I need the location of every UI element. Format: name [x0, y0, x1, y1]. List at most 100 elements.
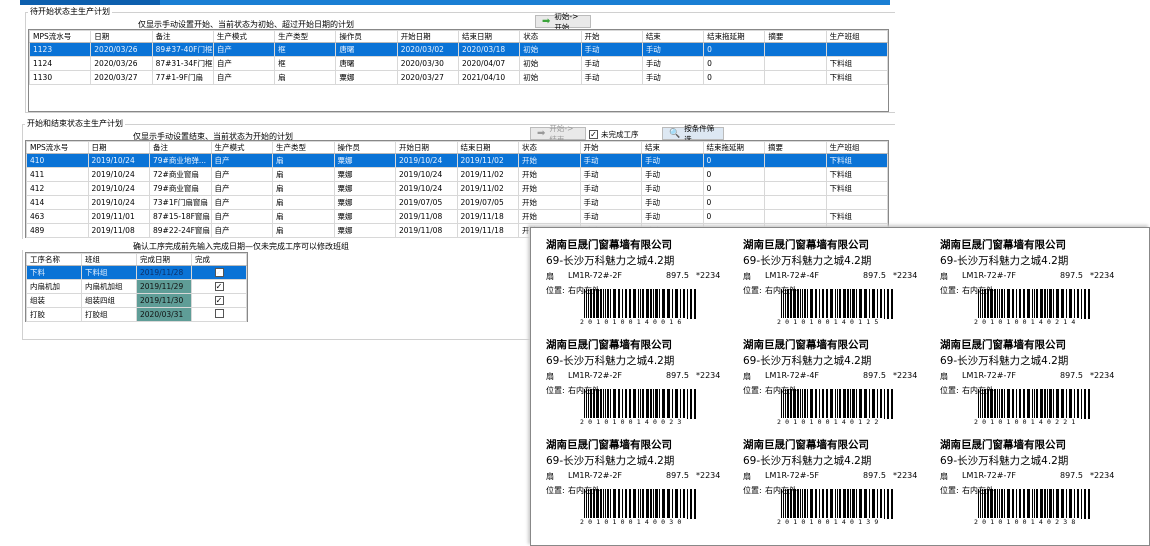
table-cell[interactable]: 2019/11/18: [456, 223, 519, 238]
table-cell[interactable]: 扇: [272, 223, 335, 238]
team-cell[interactable]: 组装四组: [81, 293, 137, 308]
table-cell[interactable]: 自产: [212, 42, 276, 57]
table-cell[interactable]: 2019/11/08: [395, 209, 458, 224]
column-header[interactable]: 备注: [151, 30, 214, 43]
column-header[interactable]: 结束: [641, 141, 704, 154]
table-row[interactable]: 414 2019/10/24 73#1F门扇窗扇 自产扇粟娜 2019/07/05 201…: [26, 195, 888, 210]
table-cell[interactable]: 手动: [641, 56, 705, 71]
table-cell[interactable]: 下料组: [825, 70, 889, 85]
table-cell[interactable]: 2019/10/24: [395, 181, 458, 196]
table-cell[interactable]: 自产: [210, 223, 273, 238]
table-cell[interactable]: 0: [702, 195, 765, 210]
active-tab[interactable]: [20, 0, 160, 5]
table-cell[interactable]: 粟娜: [333, 153, 396, 168]
column-header[interactable]: 日期: [87, 141, 150, 154]
table-cell[interactable]: 2020/03/27: [90, 70, 153, 85]
process-name-cell[interactable]: 内扇机加: [26, 279, 82, 294]
table-cell[interactable]: 扇: [272, 195, 335, 210]
table-row[interactable]: 1124 2020/03/26 87#31-34F门框 自产框唐曙 2020/03/30…: [28, 56, 889, 71]
column-header[interactable]: MPS流水号: [26, 141, 89, 154]
table-cell[interactable]: 2019/10/24: [87, 167, 150, 182]
column-header[interactable]: 工序名称: [26, 253, 82, 266]
column-header[interactable]: 完成: [191, 253, 247, 266]
table-row[interactable]: 463 2019/11/01 87#15-18F窗扇 自产扇粟娜 2019/11/08 2…: [26, 209, 888, 224]
column-header[interactable]: MPS流水号: [28, 30, 92, 43]
table-cell[interactable]: 下料组: [825, 167, 888, 182]
table-row[interactable]: 打胶 打胶组 2020/03/31: [26, 307, 247, 322]
table-cell[interactable]: 2019/11/18: [456, 209, 519, 224]
column-header[interactable]: 结束拖延期: [702, 141, 765, 154]
table-cell[interactable]: 自产: [210, 195, 273, 210]
done-cell[interactable]: ✓: [191, 293, 247, 308]
table-cell[interactable]: 开始: [518, 209, 581, 224]
completion-date-cell[interactable]: 2020/03/31: [136, 307, 192, 322]
table-cell[interactable]: 扇: [272, 209, 335, 224]
column-header[interactable]: 结束日期: [456, 141, 519, 154]
table-cell[interactable]: [764, 167, 827, 182]
table-cell[interactable]: 0: [702, 181, 765, 196]
table-cell[interactable]: [764, 181, 827, 196]
table-cell[interactable]: 2021/04/10: [457, 70, 521, 85]
column-header[interactable]: 生产班组: [825, 141, 888, 154]
table-cell[interactable]: 扇: [274, 70, 337, 85]
column-header[interactable]: 开始: [580, 30, 643, 43]
table-cell[interactable]: 2019/11/02: [456, 181, 519, 196]
table-cell[interactable]: 初始: [519, 70, 582, 85]
table-cell[interactable]: 粟娜: [335, 70, 398, 85]
table-cell[interactable]: [825, 195, 888, 210]
table-cell[interactable]: 0: [702, 209, 765, 224]
unfinished-process-checkbox[interactable]: ✓ 未完成工序: [589, 130, 639, 139]
table-cell[interactable]: [764, 56, 827, 71]
completion-date-cell[interactable]: 2019/11/28: [136, 265, 192, 280]
table-cell[interactable]: 0: [702, 167, 765, 182]
table-cell[interactable]: 框: [274, 42, 337, 57]
table-cell[interactable]: 框: [274, 56, 337, 71]
table-cell[interactable]: 粟娜: [333, 223, 396, 238]
table-cell[interactable]: 1124: [28, 56, 92, 71]
table-cell[interactable]: 扇: [272, 181, 335, 196]
column-header[interactable]: 结束日期: [457, 30, 521, 43]
done-checkbox[interactable]: ✓: [214, 268, 224, 277]
done-cell[interactable]: [191, 307, 247, 322]
team-cell[interactable]: 内扇机加组: [81, 279, 137, 294]
completion-date-cell[interactable]: 2019/11/30: [136, 293, 192, 308]
table-cell[interactable]: 2019/11/08: [395, 223, 458, 238]
table-cell[interactable]: 开始: [518, 167, 581, 182]
done-checkbox[interactable]: ✓: [214, 282, 224, 291]
table-cell[interactable]: 手动: [641, 181, 704, 196]
table-row[interactable]: 1123 2020/03/26 89#37-40F门框 自产框唐曙 2020/03/02…: [28, 42, 889, 57]
done-checkbox[interactable]: ✓: [214, 296, 224, 305]
table-cell[interactable]: 唐曙: [335, 42, 398, 57]
column-header[interactable]: 完成日期: [136, 253, 192, 266]
table-cell[interactable]: 410: [26, 153, 89, 168]
table-cell[interactable]: 0: [702, 153, 765, 168]
table-cell[interactable]: 下料组: [825, 56, 889, 71]
table-cell[interactable]: 初始: [519, 56, 582, 71]
table-cell[interactable]: 414: [26, 195, 89, 210]
table-cell[interactable]: 粟娜: [333, 209, 396, 224]
table-cell[interactable]: 2019/10/24: [87, 195, 150, 210]
table-cell[interactable]: 手动: [580, 42, 643, 57]
table-cell[interactable]: 手动: [641, 167, 704, 182]
column-header[interactable]: 班组: [81, 253, 137, 266]
column-header[interactable]: 备注: [149, 141, 212, 154]
column-header[interactable]: 结束拖延期: [703, 30, 766, 43]
done-cell[interactable]: ✓: [191, 279, 247, 294]
table-cell[interactable]: 89#22-24F窗扇: [149, 223, 212, 238]
column-header[interactable]: 摘要: [764, 141, 827, 154]
column-header[interactable]: 生产班组: [825, 30, 889, 43]
pending-plans-table[interactable]: MPS流水号 日期 备注 生产模式 生产类型 操作员 开始日期 结束日期 状态 开始 结束 结束拖延期…: [28, 29, 889, 112]
table-cell[interactable]: 0: [703, 56, 766, 71]
table-cell[interactable]: 0: [703, 42, 766, 57]
table-cell[interactable]: [764, 70, 827, 85]
table-cell[interactable]: 2019/11/02: [456, 153, 519, 168]
table-cell[interactable]: 2020/03/30: [396, 56, 459, 71]
table-cell[interactable]: 2019/10/24: [87, 153, 150, 168]
table-cell[interactable]: 79#商业地弹...: [149, 153, 212, 168]
table-row[interactable]: 412 2019/10/24 79#商业窗扇 自产扇粟娜 2019/10/24 2019/…: [26, 181, 888, 196]
table-cell[interactable]: 463: [26, 209, 89, 224]
table-cell[interactable]: 2020/03/02: [396, 42, 459, 57]
table-cell[interactable]: 手动: [579, 181, 642, 196]
filter-button[interactable]: 🔍 按条件筛选: [662, 124, 724, 144]
table-cell[interactable]: 开始: [518, 181, 581, 196]
